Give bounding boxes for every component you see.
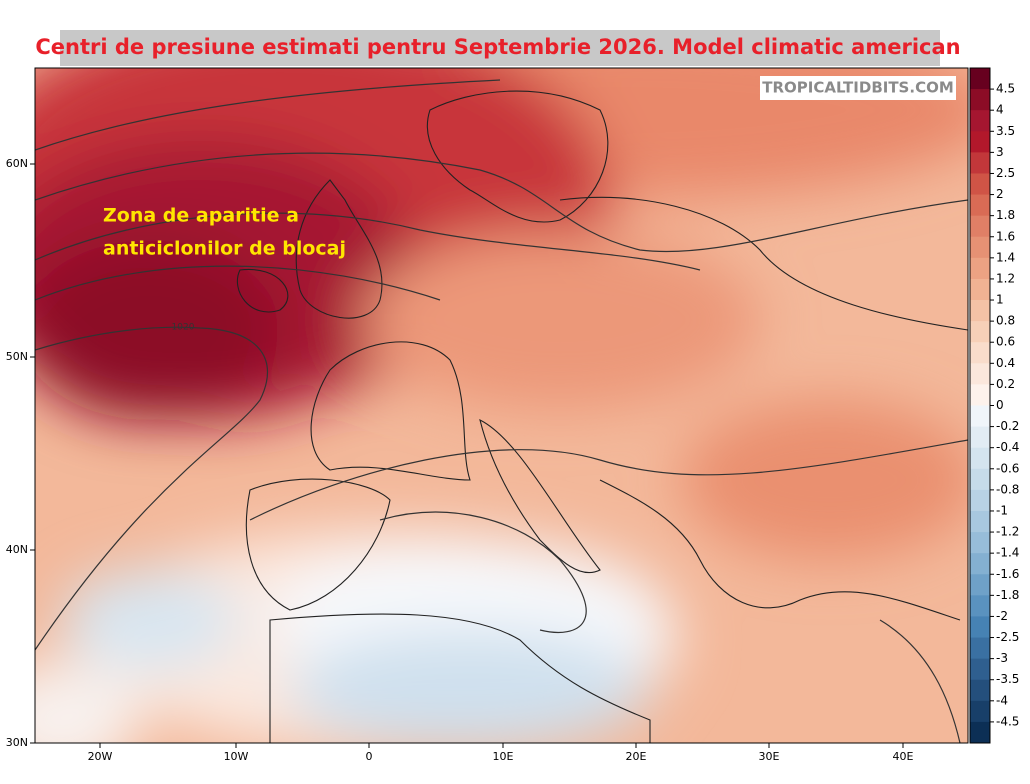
colorbar-label: 1.6 <box>996 229 1015 243</box>
colorbar-label: -0.6 <box>996 461 1019 475</box>
lon-label: 30E <box>759 750 780 763</box>
colorbar-swatch <box>970 616 990 639</box>
colorbar-swatch <box>970 721 990 744</box>
contour-label: 1020 <box>172 323 195 333</box>
watermark-box <box>760 76 956 100</box>
colorbar-swatch <box>970 321 990 343</box>
colorbar-label: -1.8 <box>996 588 1019 602</box>
colorbar-label: -1.2 <box>996 525 1019 539</box>
colorbar-swatch <box>970 300 990 322</box>
colorbar-label: 0.8 <box>996 314 1015 328</box>
colorbar-label: 0.2 <box>996 377 1015 391</box>
colorbar-swatch <box>970 468 990 491</box>
colorbar-label: -4.5 <box>996 714 1019 728</box>
lat-label: 40N <box>6 543 28 556</box>
colorbar-swatch <box>970 510 990 533</box>
colorbar-label: 1.8 <box>996 208 1015 222</box>
colorbar-label: -0.8 <box>996 482 1019 496</box>
lat-label: 60N <box>6 157 28 170</box>
colorbar-swatch <box>970 215 990 238</box>
colorbar-label: 2 <box>996 187 1004 201</box>
colorbar-swatch <box>970 447 990 470</box>
lat-label: 50N <box>6 350 28 363</box>
colorbar-swatch <box>970 574 990 596</box>
annotation-line: Zona de aparitie a <box>103 205 299 227</box>
colorbar-label: 4.5 <box>996 82 1015 96</box>
colorbar-label: 2.5 <box>996 166 1015 180</box>
axes: 60N 50N 40N 30N 20W 10W 0 10E 20E 30E 40E <box>6 157 914 763</box>
colorbar-swatch <box>970 426 990 449</box>
colorbar-swatch <box>970 194 990 217</box>
colorbar-label: 1.2 <box>996 271 1015 285</box>
colorbar-swatch <box>970 679 990 702</box>
colorbar: 4.5 4 3.5 3 2.5 2 1.8 1.6 1.4 1.2 1 0.8 0.6 0.4 0.2 0 -0… <box>969 67 1019 744</box>
colorbar-swatch <box>970 595 990 617</box>
lon-label: 20W <box>88 750 113 763</box>
colorbar-label: -2.5 <box>996 630 1019 644</box>
colorbar-label: 3.5 <box>996 124 1015 138</box>
colorbar-label: -2 <box>996 609 1008 623</box>
lon-label: 10W <box>224 750 249 763</box>
annotation-line: anticiclonilor de blocaj <box>103 238 346 260</box>
colorbar-label: -1.6 <box>996 567 1019 581</box>
colorbar-swatch <box>970 257 990 280</box>
colorbar-label: -0.4 <box>996 440 1019 454</box>
colorbar-swatch <box>970 363 990 385</box>
colorbar-label: -3 <box>996 651 1008 665</box>
colorbar-swatch <box>970 173 990 196</box>
colorbar-label: 1 <box>996 293 1004 307</box>
colorbar-label: -1 <box>996 503 1008 517</box>
colorbar-label: 1.4 <box>996 250 1015 264</box>
colorbar-label: 4 <box>996 103 1004 117</box>
colorbar-label: 3 <box>996 145 1004 159</box>
colorbar-label: -0.2 <box>996 419 1019 433</box>
colorbar-swatch <box>970 236 990 259</box>
lon-label: 0 <box>366 750 373 763</box>
colorbar-label: 0.6 <box>996 335 1015 349</box>
watermark: TROPICALTIDBITS.COM <box>762 79 954 97</box>
colorbar-swatch <box>970 342 990 364</box>
colorbar-label: -3.5 <box>996 672 1019 686</box>
colorbar-label: -1.4 <box>996 546 1019 560</box>
colorbar-swatch <box>970 489 990 512</box>
colorbar-swatch <box>970 89 990 111</box>
lon-label: 10E <box>493 750 514 763</box>
colorbar-swatch <box>970 658 990 681</box>
lon-label: 20E <box>626 750 647 763</box>
colorbar-swatch <box>970 152 990 174</box>
map: 1020 <box>35 68 968 743</box>
map-frame <box>34 67 969 744</box>
title: Centri de presiune estimati pentru Septe… <box>35 35 960 59</box>
colorbar-swatch <box>970 532 990 554</box>
title-band <box>60 30 940 66</box>
colorbar-swatch <box>970 405 990 428</box>
colorbar-label: 0 <box>996 398 1004 412</box>
lat-label: 30N <box>6 736 28 749</box>
colorbar-swatch <box>970 637 990 660</box>
colorbar-swatch <box>970 131 990 153</box>
colorbar-swatch <box>970 110 990 132</box>
colorbar-swatch <box>970 700 990 723</box>
colorbar-swatch <box>970 278 990 301</box>
colorbar-label: 0.4 <box>996 356 1015 370</box>
colorbar-swatch <box>970 68 990 90</box>
colorbar-swatch <box>970 553 990 575</box>
lon-label: 40E <box>893 750 914 763</box>
colorbar-label: -4 <box>996 693 1008 707</box>
colorbar-swatch <box>970 384 990 406</box>
